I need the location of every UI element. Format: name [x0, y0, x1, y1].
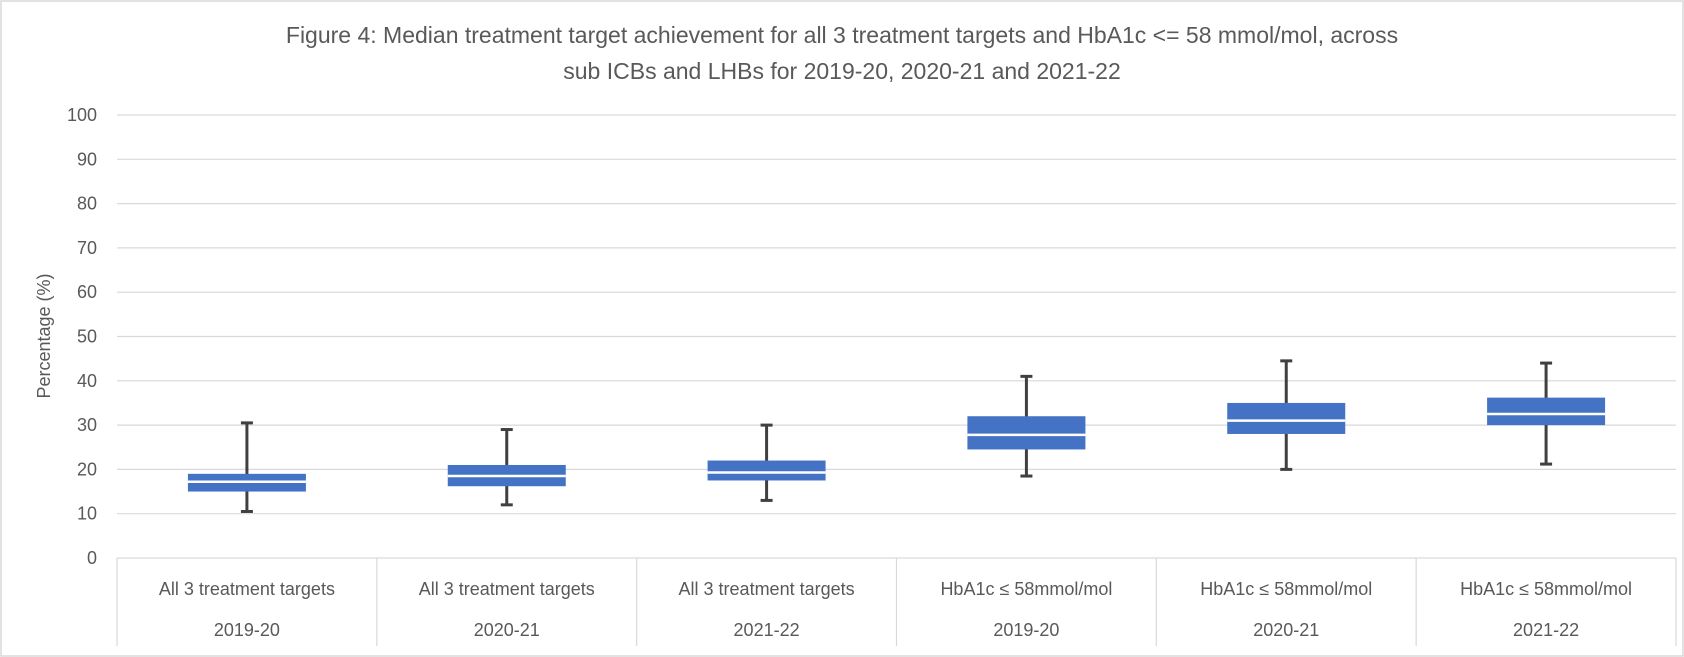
box-group-0 — [187, 421, 306, 513]
box-group-2 — [707, 423, 826, 502]
category-year-label: 2019-20 — [214, 620, 280, 640]
category-year-label: 2021-22 — [734, 620, 800, 640]
y-tick-label: 20 — [77, 459, 97, 479]
box-group-3 — [967, 374, 1086, 478]
y-tick-label: 70 — [77, 238, 97, 258]
category-label: All 3 treatment targets — [419, 579, 595, 599]
box-iqr — [1487, 397, 1606, 426]
y-tick-label: 10 — [77, 504, 97, 524]
y-tick-label: 40 — [77, 371, 97, 391]
y-axis-title: Percentage (%) — [34, 273, 54, 398]
category-axis: All 3 treatment targets 2019-20 All 3 trea… — [116, 558, 1677, 646]
category-label: HbA1c ≤ 58mmol/mol — [940, 579, 1112, 599]
y-tick-label: 30 — [77, 415, 97, 435]
category-year-label: 2020-21 — [1253, 620, 1319, 640]
grid-lines — [117, 114, 1676, 559]
box-iqr — [1227, 402, 1346, 434]
box-iqr — [967, 416, 1086, 450]
chart-title-line-1: Figure 4: Median treatment target achiev… — [286, 22, 1398, 48]
chart-title-line-2: sub ICBs and LHBs for 2019-20, 2020-21 a… — [563, 58, 1121, 84]
y-tick-label: 60 — [77, 282, 97, 302]
category-label: All 3 treatment targets — [159, 579, 335, 599]
y-tick-label: 80 — [77, 194, 97, 214]
category-year-label: 2021-22 — [1513, 620, 1579, 640]
category-label: All 3 treatment targets — [679, 579, 855, 599]
box-group-4 — [1227, 359, 1346, 471]
category-year-label: 2019-20 — [993, 620, 1059, 640]
y-tick-label: 50 — [77, 327, 97, 347]
box-series — [187, 359, 1606, 513]
box-iqr — [707, 460, 826, 481]
y-tick-label: 0 — [87, 548, 97, 568]
box-group-5 — [1487, 361, 1606, 466]
y-axis-ticks: 0 10 20 30 40 50 60 70 80 90 100 — [67, 105, 97, 568]
category-label: HbA1c ≤ 58mmol/mol — [1460, 579, 1632, 599]
y-tick-label: 90 — [77, 149, 97, 169]
category-year-label: 2020-21 — [474, 620, 540, 640]
box-group-1 — [447, 428, 566, 507]
category-label: HbA1c ≤ 58mmol/mol — [1200, 579, 1372, 599]
y-tick-label: 100 — [67, 105, 97, 125]
